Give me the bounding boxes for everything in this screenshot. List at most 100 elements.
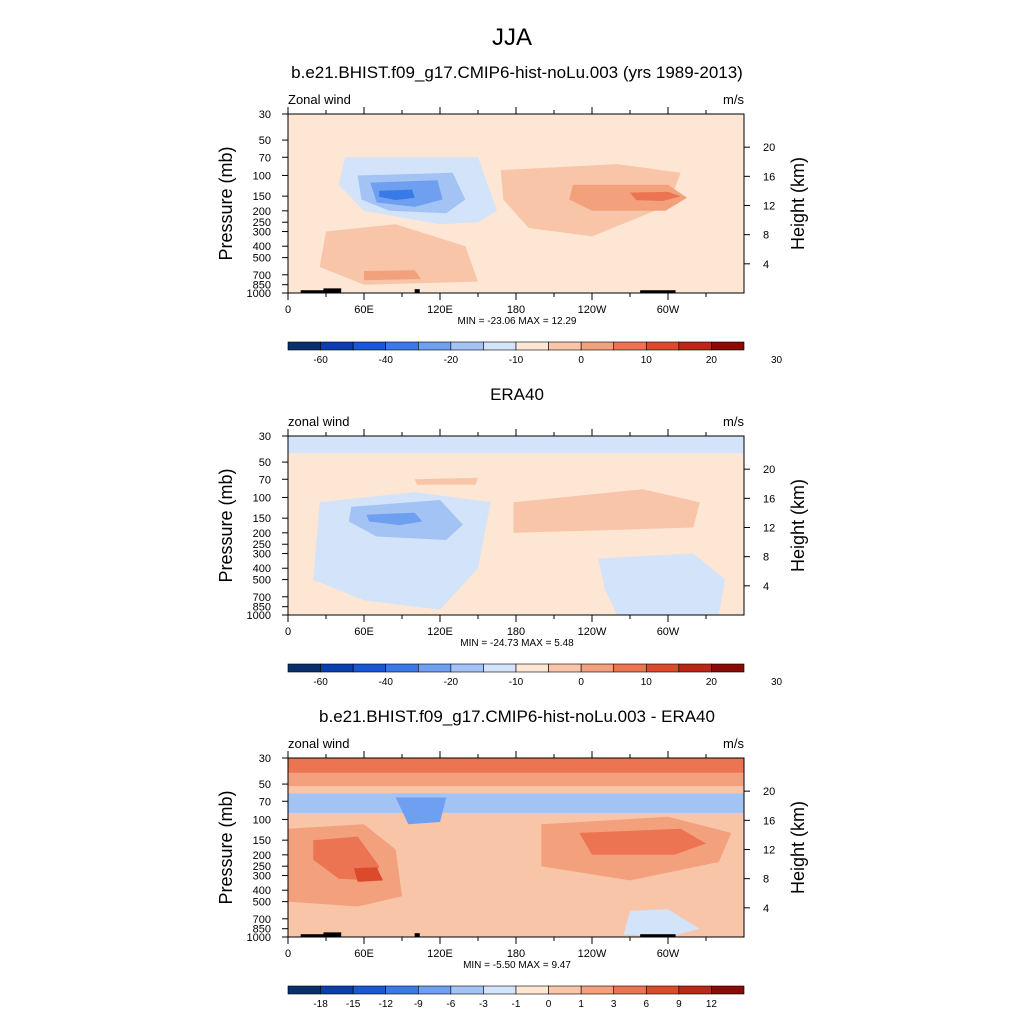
colorbar-box — [287, 341, 321, 351]
colorbar-label: 3 — [611, 999, 617, 1010]
x-tick-label: 180 — [507, 626, 525, 638]
y-tick-label: 500 — [253, 575, 271, 587]
y-tick-label: 70 — [259, 796, 271, 808]
topography — [640, 934, 676, 937]
y-right-tick-label: 4 — [763, 259, 769, 271]
y-tick-label: 1000 — [247, 932, 271, 944]
y-right-tick-label: 16 — [763, 493, 775, 505]
y-right-tick-label: 20 — [763, 786, 775, 798]
colorbar-box — [548, 663, 582, 673]
contour-region — [364, 270, 421, 281]
colorbar-box — [678, 985, 712, 995]
y-right-tick-label: 8 — [763, 552, 769, 564]
y-right-tick-label: 20 — [763, 142, 775, 154]
y-tick-label: 30 — [259, 753, 271, 765]
x-tick-label: 180 — [507, 304, 525, 316]
x-tick-label: 60E — [354, 948, 374, 960]
colorbar-box — [417, 985, 452, 995]
y-right-axis-label: Height (km) — [788, 801, 808, 894]
x-tick-label: 0 — [285, 626, 291, 638]
colorbar-label: 12 — [706, 999, 718, 1010]
colorbar-box — [385, 663, 419, 673]
colorbar-box — [417, 341, 452, 351]
topography — [414, 289, 420, 293]
y-right-tick-label: 8 — [763, 874, 769, 886]
contour-region — [366, 512, 423, 526]
topography — [640, 290, 676, 293]
x-tick-label: 120E — [427, 626, 453, 638]
y-tick-label: 700 — [253, 270, 271, 282]
x-tick-label: 60W — [657, 626, 680, 638]
y-tick-label: 200 — [253, 206, 271, 218]
colorbar-box — [417, 663, 452, 673]
colorbar-box — [711, 341, 745, 351]
colorbar-box — [287, 985, 321, 995]
colorbar-label: -15 — [346, 999, 361, 1010]
topography — [323, 288, 342, 293]
x-tick-label: 60W — [657, 304, 680, 316]
colorbar-box — [515, 663, 549, 673]
x-tick-label: 120W — [578, 626, 607, 638]
y-tick-label: 850 — [253, 602, 271, 614]
y-tick-label: 400 — [253, 241, 271, 253]
y-tick-label: 150 — [253, 191, 271, 203]
contour-region — [353, 867, 383, 882]
y-tick-label: 100 — [253, 492, 271, 504]
colorbar-label: -18 — [313, 999, 328, 1010]
min-max-label: MIN = -23.06 MAX = 12.29 — [458, 316, 577, 327]
colorbar-box — [385, 341, 419, 351]
y-tick-label: 200 — [253, 850, 271, 862]
colorbar-box — [645, 341, 680, 351]
colorbar-box — [711, 663, 745, 673]
colorbar-box — [645, 985, 680, 995]
y-tick-label: 850 — [253, 280, 271, 292]
x-tick-label: 60E — [354, 626, 374, 638]
y-right-tick-label: 12 — [763, 844, 775, 856]
colorbar-label: -10 — [509, 677, 524, 688]
y-right-tick-label: 12 — [763, 522, 775, 534]
colorbar-label: -6 — [446, 999, 455, 1010]
y-tick-label: 500 — [253, 897, 271, 909]
min-max-label: MIN = -5.50 MAX = 9.47 — [463, 960, 571, 971]
colorbar-box — [580, 985, 615, 995]
topography — [414, 933, 420, 937]
y-axis-label: Pressure (mb) — [216, 790, 236, 904]
panel-left-label: zonal wind — [288, 414, 349, 429]
y-right-tick-label: 8 — [763, 230, 769, 242]
x-tick-label: 0 — [285, 948, 291, 960]
colorbar-label: -9 — [414, 999, 423, 1010]
colorbar-box — [352, 985, 387, 995]
colorbar-box — [711, 985, 745, 995]
contour-region — [569, 184, 687, 211]
y-tick-label: 70 — [259, 152, 271, 164]
colorbar-label: 10 — [641, 677, 653, 688]
y-tick-label: 400 — [253, 885, 271, 897]
colorbar-box — [352, 341, 387, 351]
y-tick-label: 150 — [253, 513, 271, 525]
colorbar-box — [450, 341, 484, 351]
y-right-tick-label: 16 — [763, 171, 775, 183]
colorbar-box — [483, 985, 517, 995]
colorbar-box — [320, 985, 354, 995]
panel-units: m/s — [723, 736, 744, 751]
colorbar-box — [450, 985, 484, 995]
colorbar-box — [580, 663, 615, 673]
y-tick-label: 100 — [253, 170, 271, 182]
y-tick-label: 30 — [259, 109, 271, 121]
y-axis-label: Pressure (mb) — [216, 468, 236, 582]
colorbar-label: 0 — [578, 355, 584, 366]
colorbar-box — [483, 663, 517, 673]
colorbar-label: -3 — [479, 999, 488, 1010]
colorbar-box — [385, 985, 419, 995]
x-tick-label: 180 — [507, 948, 525, 960]
y-right-tick-label: 4 — [763, 581, 769, 593]
contour-region — [319, 224, 478, 285]
y-axis-label: Pressure (mb) — [216, 146, 236, 260]
contour-region — [598, 553, 725, 615]
colorbar-box — [678, 341, 712, 351]
colorbar-box — [645, 663, 680, 673]
x-tick-label: 120W — [578, 948, 607, 960]
colorbar-label: 20 — [706, 355, 718, 366]
figure-title: JJA — [492, 24, 532, 51]
x-tick-label: 120E — [427, 304, 453, 316]
